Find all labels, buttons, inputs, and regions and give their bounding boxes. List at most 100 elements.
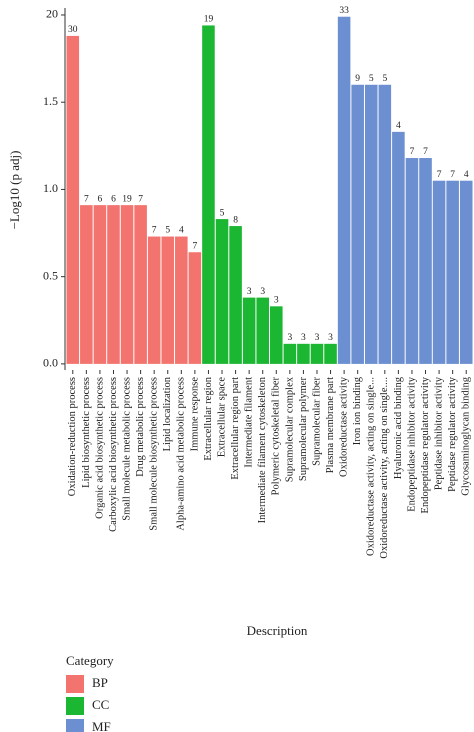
count-label: 7 [423, 147, 428, 157]
bar [107, 205, 120, 364]
count-label: 4 [464, 170, 469, 180]
count-label: 19 [204, 15, 214, 25]
bar [310, 343, 324, 364]
legend-swatch [66, 675, 84, 693]
bar [188, 252, 202, 364]
count-label: 5 [369, 74, 374, 84]
x-axis-title: Description [247, 623, 308, 638]
count-label: 7 [450, 170, 455, 180]
bar [378, 84, 392, 364]
x-tick-label: Plasma membrane part [325, 377, 336, 473]
bar [364, 84, 378, 364]
count-label: 3 [274, 296, 279, 306]
x-tick-label: Peptidase regulator activity [447, 376, 458, 492]
y-tick-label: 1.5 [43, 94, 58, 108]
x-tick-label: Oxidoreductase activity, acting on singl… [379, 377, 390, 559]
bar [283, 343, 297, 364]
count-label: 4 [396, 121, 401, 131]
bar [134, 205, 147, 364]
count-label: 9 [355, 74, 360, 84]
bar [202, 25, 215, 364]
x-tick-label: Endopeptidase regulator activity [420, 376, 431, 513]
y-tick-label: 20 [46, 7, 58, 21]
x-tick-label: Small molecule biosynthetic process [149, 377, 160, 531]
x-tick-label: Lipid biosynthetic process [81, 377, 92, 488]
x-tick-label: Drug metabolic process [135, 377, 146, 477]
count-label: 5 [165, 226, 170, 236]
x-tick-label: Supramolecular fiber [311, 376, 322, 465]
y-axis-title: −Log10 (p adj) [7, 151, 22, 230]
x-tick-label: Carboxylic acid biosynthetic process [108, 377, 119, 532]
bar [80, 205, 93, 364]
x-tick-label: Intermediate filament cytoskeleton [257, 376, 268, 523]
count-label: 3 [287, 333, 292, 343]
x-tick-label: Glycosaminoglycan binding [461, 376, 472, 495]
count-label: 3 [260, 287, 265, 297]
count-label: 7 [410, 147, 415, 157]
count-label: 5 [382, 74, 387, 84]
bar [351, 84, 364, 364]
x-tick-label: Immune response [189, 377, 200, 452]
legend-swatch [66, 719, 84, 732]
x-tick-label: Oxidation-reduction process [67, 377, 78, 496]
bar [459, 180, 473, 364]
legend-title: Category [66, 653, 114, 668]
count-label: 6 [98, 194, 103, 204]
bar [337, 16, 351, 364]
count-label: 19 [122, 194, 132, 204]
bar [242, 297, 256, 364]
y-tick-label: 0.0 [43, 356, 58, 370]
bar [446, 180, 459, 364]
bar [297, 343, 310, 364]
x-tick-label: Oxidoreductase activity [339, 376, 350, 477]
bar [215, 219, 229, 364]
legend-label: CC [92, 697, 109, 712]
bar [324, 343, 337, 364]
bar [256, 297, 269, 364]
legend-swatch [66, 697, 84, 715]
bar [161, 236, 175, 364]
y-tick-label: 0.5 [43, 268, 58, 282]
bar [419, 158, 432, 364]
bar [432, 180, 446, 364]
x-tick-label: Lipid localization [162, 376, 173, 451]
count-label: 7 [152, 226, 157, 236]
count-label: 7 [193, 241, 198, 251]
count-label: 7 [84, 194, 89, 204]
count-label: 8 [233, 215, 238, 225]
x-tick-label: Intermediate filament [244, 377, 255, 468]
x-tick-label: Polymeric cytoskeletal fiber [271, 377, 282, 496]
x-tick-label: Oxidoreductase activity, acting on singl… [366, 377, 377, 556]
count-label: 3 [247, 287, 252, 297]
x-tick-label: Extracellular space [216, 377, 227, 457]
x-tick-label: Extracellular region part [230, 377, 241, 480]
bar [392, 131, 405, 364]
x-tick-label: Small molecule metabolic process [121, 377, 132, 521]
bar [93, 205, 107, 364]
x-tick-label: Extracellular region [203, 376, 214, 460]
x-tick-label: Supramolecular polymer [298, 376, 309, 481]
x-tick-label: Peptidase inhibitor activity [433, 376, 444, 490]
count-label: 5 [220, 208, 225, 218]
count-label: 33 [339, 6, 349, 16]
x-tick-label: Hyaluronic acid binding [393, 376, 404, 479]
count-label: 7 [437, 170, 442, 180]
bar [66, 35, 80, 364]
count-label: 3 [315, 333, 320, 343]
bar [175, 236, 188, 364]
count-label: 6 [111, 194, 116, 204]
legend-label: BP [92, 675, 108, 690]
count-label: 3 [301, 333, 306, 343]
x-tick-label: Organic acid biosynthetic process [94, 377, 105, 519]
x-tick-label: Alpha-amino acid metabolic process [176, 377, 187, 531]
legend-label: MF [92, 719, 111, 732]
y-tick-label: 1.0 [43, 181, 58, 195]
count-label: 30 [68, 25, 78, 35]
count-label: 4 [179, 226, 184, 236]
bar [270, 306, 283, 364]
bar [229, 226, 242, 364]
x-tick-label: Iron ion binding [352, 376, 363, 445]
bar [405, 158, 419, 364]
count-label: 3 [328, 333, 333, 343]
